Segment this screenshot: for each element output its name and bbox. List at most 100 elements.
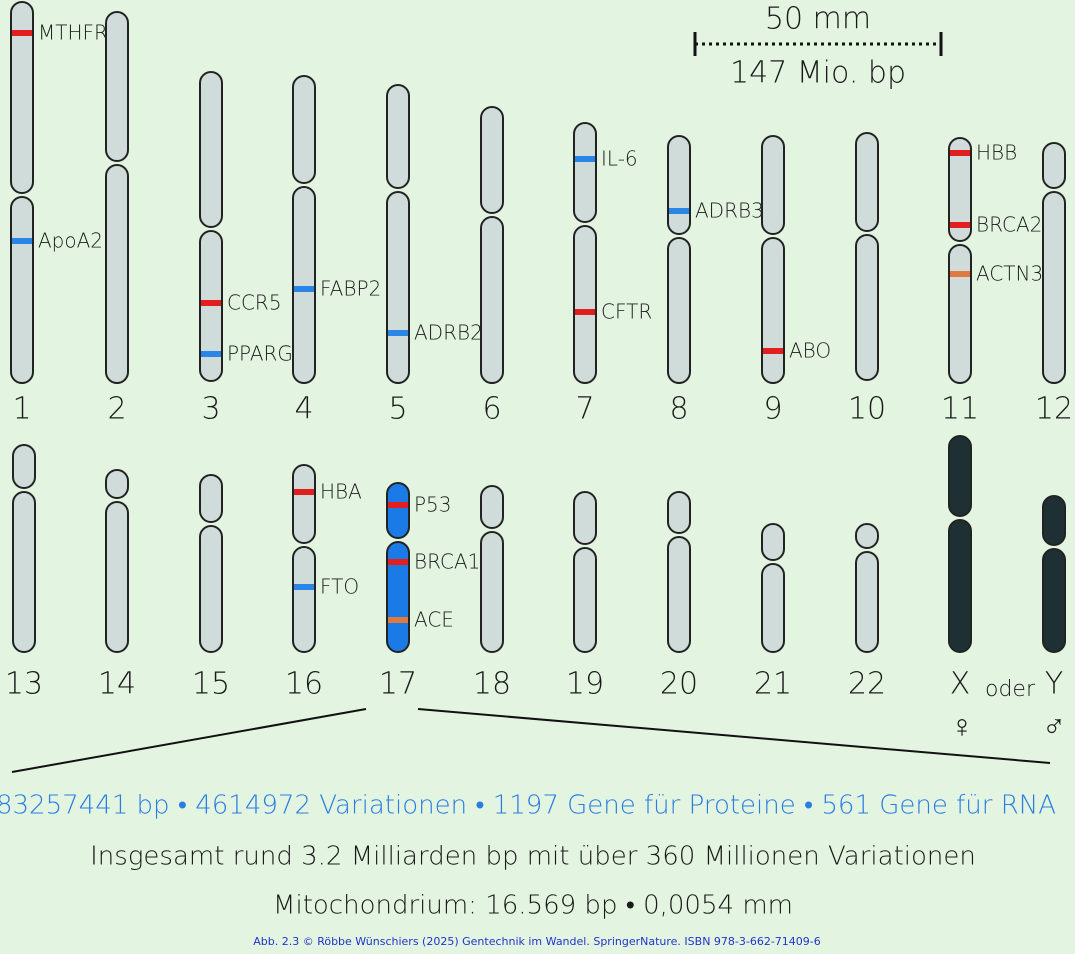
chromosome-label: 4	[294, 392, 313, 427]
female-symbol: ♀	[950, 707, 974, 745]
chromosome-label: 7	[575, 392, 594, 427]
chromosome-arm	[573, 225, 597, 384]
chromosome-arm	[667, 237, 691, 384]
caption: Abb. 2.3 © Röbbe Wünschiers (2025) Gente…	[253, 935, 821, 948]
gene-band	[950, 222, 970, 228]
scale-equivalent: 147 Mio. bp	[730, 56, 906, 91]
gene-label: ACE	[414, 608, 454, 632]
chromosome-label: 13	[5, 667, 43, 702]
gene-band	[388, 502, 408, 508]
chromosome-label: 20	[660, 667, 698, 702]
chromosome-arm	[386, 191, 410, 384]
chromosome-arm	[10, 196, 34, 384]
chromosome-arm	[855, 523, 879, 549]
gene-label: HBB	[976, 141, 1017, 165]
gene-label: FABP2	[320, 277, 381, 301]
chromosome-label: 2	[107, 392, 126, 427]
gene-band	[201, 351, 221, 357]
chromosome-arm	[573, 547, 597, 653]
chromosome-arm	[948, 137, 972, 242]
zoom-line	[417, 708, 1051, 764]
gene-label: CCR5	[227, 291, 282, 315]
chromosome-arm	[386, 84, 410, 189]
chromosome-arm	[386, 482, 410, 539]
chromosome-arm	[761, 135, 785, 235]
chromosome-arm	[480, 531, 504, 653]
chromosome-label: 6	[482, 392, 501, 427]
chromosome-label: 14	[98, 667, 136, 702]
chromosome-arm	[761, 563, 785, 653]
gene-label: HBA	[320, 480, 362, 504]
chromosome-arm	[1042, 142, 1066, 189]
gene-label: PPARG	[227, 342, 293, 366]
chromosome-arm	[480, 485, 504, 529]
zoom-line	[11, 708, 367, 773]
gene-label: ADRB2	[414, 321, 483, 345]
chromosome-arm	[292, 464, 316, 544]
chromosome-arm	[667, 135, 691, 235]
mitochondrion: Mitochondrium: 16.569 bp • 0,0054 mm	[273, 891, 793, 921]
gene-band	[294, 584, 314, 590]
chromosome-arm	[105, 469, 129, 499]
chromosome-arm	[199, 474, 223, 523]
chromosome-label: 19	[566, 667, 604, 702]
gene-band	[12, 238, 32, 244]
chromosome-arm	[12, 491, 36, 653]
gene-label: BRCA1	[414, 550, 480, 574]
chromosome-arm	[573, 122, 597, 223]
chromosome-arm	[12, 444, 36, 489]
gene-band	[950, 150, 970, 156]
chromosome-arm	[199, 525, 223, 653]
chromosome-arm	[292, 546, 316, 653]
chromosome-label: 11	[941, 392, 979, 427]
gene-band	[294, 489, 314, 495]
chromosome-arm	[948, 519, 972, 653]
gene-label: CFTR	[601, 300, 652, 324]
gene-band	[294, 286, 314, 292]
chromosome-arm	[855, 132, 879, 232]
chromosome-label: 18	[473, 667, 511, 702]
chromosome-arm	[667, 536, 691, 653]
chromosome-17-stats: 83257441 bp • 4614972 Variationen • 1197…	[0, 791, 1056, 821]
gene-band	[950, 271, 970, 277]
chromosome-label: Y	[1045, 667, 1063, 702]
sex-connector: oder	[985, 677, 1036, 702]
male-symbol: ♂	[1042, 707, 1066, 745]
gene-label: ADRB3	[695, 199, 764, 223]
chromosome-arm	[1042, 495, 1066, 546]
chromosome-label: 8	[669, 392, 688, 427]
chromosome-arm	[761, 237, 785, 384]
chromosome-label: 12	[1035, 392, 1073, 427]
chromosome-arm	[948, 244, 972, 384]
gene-label: ApoA2	[38, 229, 103, 253]
chromosome-arm	[105, 501, 129, 653]
gene-label: IL-6	[601, 147, 638, 171]
chromosome-arm	[1042, 548, 1066, 653]
scale-bar: 50 mm 147 Mio. bp	[693, 2, 943, 91]
chromosome-arm	[292, 186, 316, 384]
gene-label: FTO	[320, 575, 359, 599]
scale-length: 50 mm	[765, 2, 871, 37]
chromosome-arm	[10, 1, 34, 194]
gene-band	[12, 30, 32, 36]
gene-band	[388, 330, 408, 336]
chromosome-label: 3	[201, 392, 220, 427]
gene-label: ACTN3	[976, 262, 1043, 286]
chromosome-label: 9	[763, 392, 782, 427]
chromosome-label: 16	[285, 667, 323, 702]
gene-band	[575, 156, 595, 162]
chromosome-arm	[948, 435, 972, 517]
gene-band	[669, 208, 689, 214]
chromosome-label: 17	[379, 667, 417, 702]
chromosome-arm	[667, 491, 691, 534]
chromosome-label: 21	[754, 667, 792, 702]
gene-band	[763, 348, 783, 354]
gene-label: P53	[414, 493, 452, 517]
chromosome-arm	[199, 71, 223, 228]
chromosome-label: 5	[388, 392, 407, 427]
chromosome-label: 1	[12, 392, 31, 427]
chromosome-label: 15	[192, 667, 230, 702]
chromosome-arm	[386, 541, 410, 653]
chromosome-arm	[855, 551, 879, 653]
